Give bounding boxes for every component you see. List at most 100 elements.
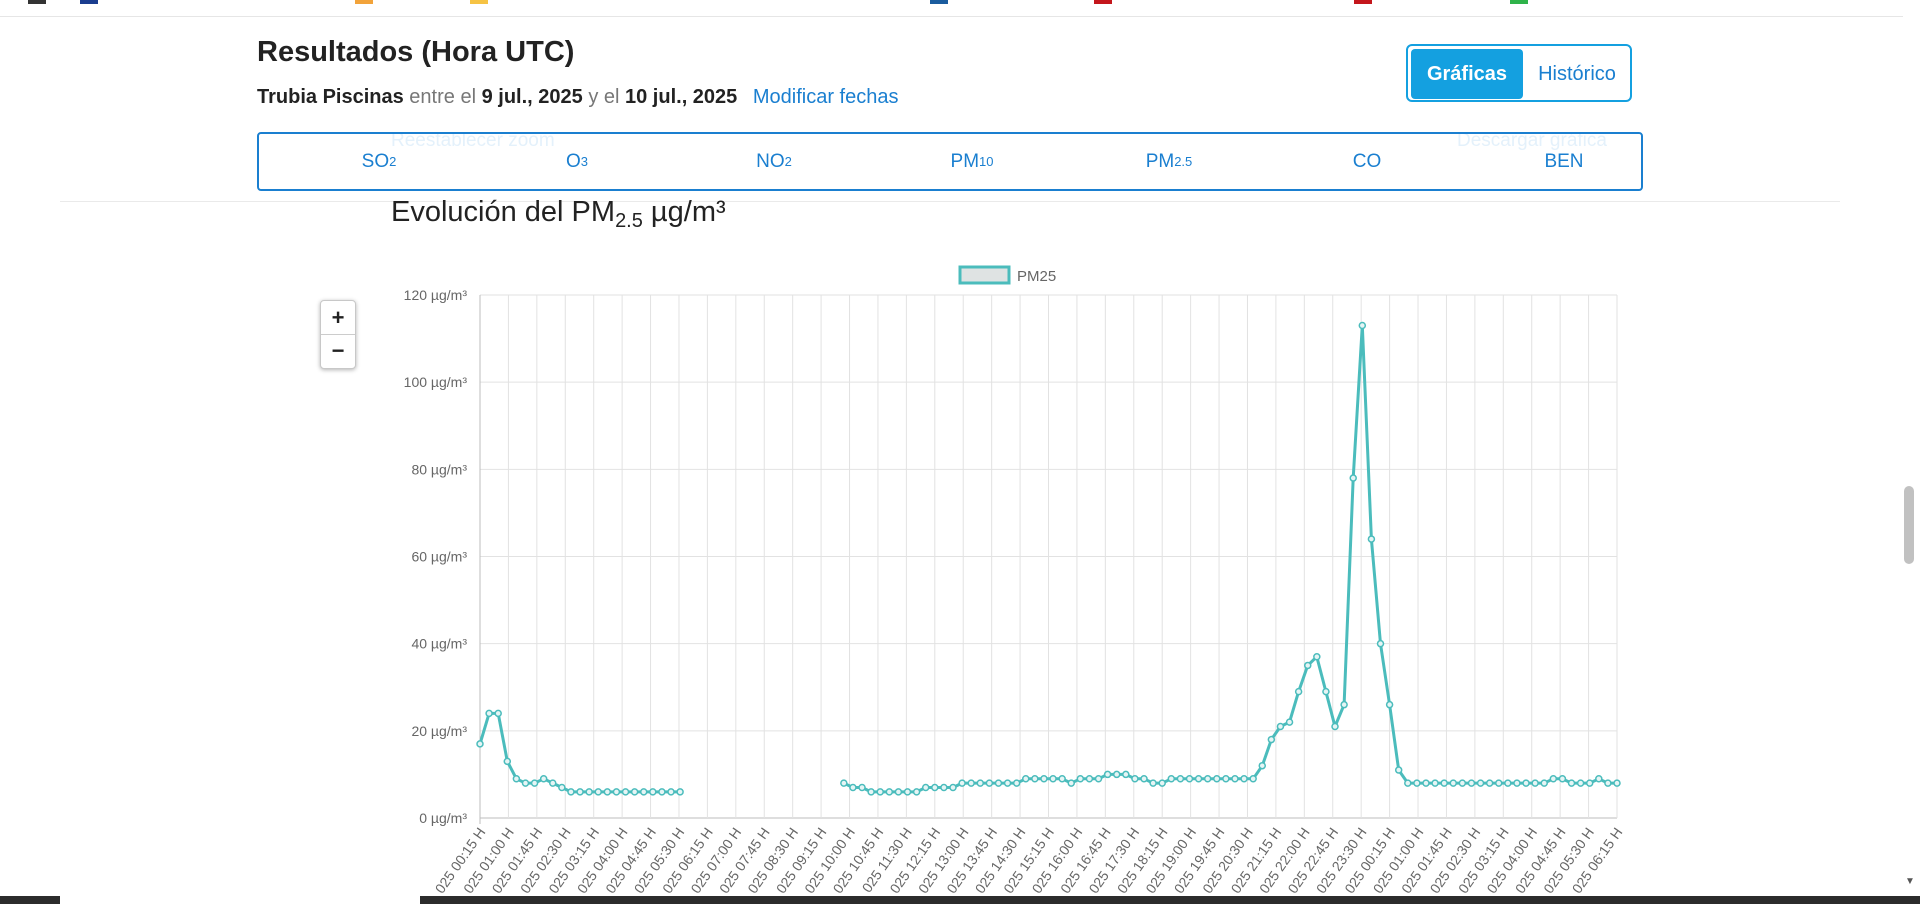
- data-point: [1258, 761, 1267, 770]
- browser-bookmarks-bar: [0, 0, 1920, 17]
- data-point: [1313, 652, 1321, 661]
- reset-zoom-button[interactable]: Reestablecer zoom: [391, 130, 555, 151]
- data-point: [885, 788, 894, 796]
- data-point: [1331, 722, 1339, 731]
- bookmark-icon[interactable]: [1510, 0, 1528, 4]
- data-point: [840, 779, 848, 787]
- bookmark-icon[interactable]: [1354, 0, 1372, 4]
- data-point: [1131, 775, 1139, 783]
- zoom-in-button[interactable]: +: [321, 301, 355, 335]
- data-point: [1476, 779, 1485, 787]
- pollutant-tab-co[interactable]: CO: [1307, 134, 1427, 189]
- modify-dates-link[interactable]: Modificar fechas: [752, 86, 899, 108]
- data-point: [1167, 775, 1176, 783]
- taskbar: [0, 896, 1920, 904]
- y-tick-label: 80 µg/m³: [411, 461, 467, 477]
- bookmark-icon[interactable]: [28, 0, 46, 4]
- pollutant-tab-no2[interactable]: NO 2: [714, 134, 834, 189]
- chart-heading-sub: 2.5: [615, 210, 643, 232]
- pollutant-label: NO: [756, 150, 785, 172]
- data-point: [1585, 779, 1594, 787]
- data-point: [1558, 775, 1567, 783]
- download-chart-button[interactable]: Descargar gráfica: [1457, 130, 1607, 151]
- data-point: [630, 788, 639, 796]
- pollutant-sub: 10: [979, 154, 994, 169]
- bookmark-icon[interactable]: [470, 0, 488, 4]
- data-point: [1422, 779, 1430, 787]
- data-point: [1203, 775, 1212, 783]
- data-point: [1604, 779, 1612, 787]
- pollutant-tab-pm10[interactable]: PM 10: [912, 134, 1032, 189]
- taskbar-segment: [60, 896, 420, 904]
- y-tick-label: 100 µg/m³: [404, 374, 468, 390]
- pollutant-tab-ben[interactable]: BEN: [1504, 134, 1624, 189]
- data-point: [1513, 779, 1521, 787]
- date-range-summary: Trubia Piscinas entre el 9 jul., 2025 y …: [257, 86, 898, 109]
- data-point: [585, 788, 593, 796]
- data-point: [1394, 766, 1403, 774]
- data-point: [639, 788, 648, 796]
- data-point: [958, 779, 966, 787]
- data-point: [1440, 779, 1448, 787]
- between-label: entre el: [409, 86, 477, 108]
- data-point: [667, 788, 675, 796]
- data-point: [1249, 775, 1257, 783]
- pollutant-sub: 3: [580, 154, 588, 169]
- data-point: [1276, 722, 1285, 731]
- data-point: [621, 788, 630, 796]
- data-point: [1431, 779, 1439, 787]
- and-label: y el: [588, 86, 620, 108]
- bookmark-icon[interactable]: [1094, 0, 1112, 4]
- tab-graficas[interactable]: Gráficas: [1411, 49, 1523, 99]
- bookmark-icon[interactable]: [80, 0, 98, 4]
- data-point: [494, 709, 502, 718]
- data-point: [1613, 779, 1621, 787]
- scrollbar[interactable]: [1903, 16, 1920, 888]
- data-point: [1012, 779, 1021, 787]
- pollutant-sub: 2.5: [1174, 154, 1193, 169]
- y-tick-label: 120 µg/m³: [404, 287, 468, 303]
- data-point: [931, 783, 939, 792]
- bookmark-icon[interactable]: [355, 0, 373, 4]
- pollutant-tab-so2[interactable]: SO 2: [319, 134, 439, 189]
- data-point: [1495, 779, 1503, 787]
- data-point: [1240, 775, 1248, 783]
- scrollbar-thumb[interactable]: [1904, 486, 1914, 564]
- data-point: [549, 779, 557, 787]
- data-point: [1122, 770, 1130, 779]
- data-point: [612, 788, 621, 796]
- data-point: [849, 783, 857, 792]
- data-point: [967, 779, 975, 787]
- data-point: [1504, 779, 1512, 787]
- data-point: [976, 779, 985, 787]
- data-point: [876, 788, 884, 796]
- data-point: [1376, 639, 1385, 648]
- tab-historico[interactable]: Histórico: [1538, 62, 1616, 85]
- data-point: [1367, 535, 1376, 543]
- bookmark-icon[interactable]: [930, 0, 948, 4]
- y-tick-label: 60 µg/m³: [411, 549, 467, 565]
- pollutant-tab-pm25[interactable]: PM 2.5: [1109, 134, 1229, 189]
- data-point: [1140, 775, 1148, 783]
- data-point: [512, 775, 521, 783]
- scroll-down-icon[interactable]: ▼: [1905, 876, 1915, 887]
- data-point: [1112, 770, 1121, 779]
- data-point: [476, 740, 484, 748]
- data-point: [1031, 775, 1039, 783]
- data-point: [658, 788, 666, 796]
- data-point: [1303, 661, 1312, 670]
- data-point: [1149, 779, 1157, 787]
- data-point: [1294, 687, 1303, 696]
- data-point: [894, 788, 903, 796]
- zoom-out-button[interactable]: −: [331, 337, 345, 363]
- data-point: [867, 788, 875, 796]
- section-divider: [60, 201, 1840, 202]
- data-point: [1267, 735, 1276, 744]
- data-point: [485, 709, 493, 718]
- data-point: [1404, 779, 1412, 787]
- data-point: [903, 788, 912, 796]
